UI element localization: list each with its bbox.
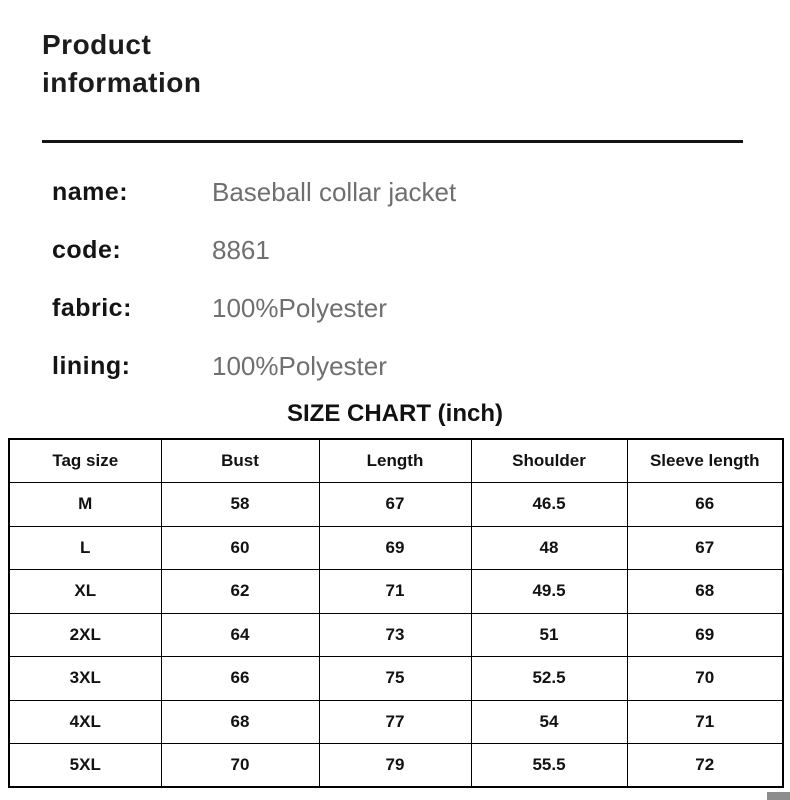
table-row: 5XL 70 79 55.5 72 bbox=[8, 743, 784, 788]
size-cell: 68 bbox=[626, 569, 784, 614]
size-cell: L bbox=[8, 525, 162, 570]
size-cell: 51 bbox=[470, 612, 628, 657]
size-cell: 67 bbox=[318, 482, 472, 527]
size-cell: 70 bbox=[160, 743, 320, 788]
size-cell: 55.5 bbox=[470, 743, 628, 788]
size-cell: 69 bbox=[318, 525, 472, 570]
size-cell: 66 bbox=[626, 482, 784, 527]
size-cell: 79 bbox=[318, 743, 472, 788]
product-lining-label: lining: bbox=[52, 351, 131, 380]
title-divider bbox=[42, 140, 743, 143]
size-cell: 67 bbox=[626, 525, 784, 570]
size-cell: 54 bbox=[470, 699, 628, 744]
size-cell: 64 bbox=[160, 612, 320, 657]
product-lining-value: 100%Polyester bbox=[212, 350, 387, 381]
product-info-list: name: Baseball collar jacket code: 8861 … bbox=[0, 163, 790, 395]
product-fabric-row: fabric: 100%Polyester bbox=[0, 279, 790, 337]
table-row: L 60 69 48 67 bbox=[8, 525, 784, 570]
product-fabric-label: fabric: bbox=[52, 293, 132, 322]
size-cell: 75 bbox=[318, 656, 472, 701]
size-cell: 3XL bbox=[8, 656, 162, 701]
size-cell: 77 bbox=[318, 699, 472, 744]
table-row: 2XL 64 73 51 69 bbox=[8, 612, 784, 657]
column-header-tag-size: Tag size bbox=[8, 438, 162, 483]
size-cell: 69 bbox=[626, 612, 784, 657]
product-name-label: name: bbox=[52, 177, 129, 206]
product-lining-row: lining: 100%Polyester bbox=[0, 337, 790, 395]
size-cell: 58 bbox=[160, 482, 320, 527]
size-cell: M bbox=[8, 482, 162, 527]
table-row: 3XL 66 75 52.5 70 bbox=[8, 656, 784, 701]
product-code-value: 8861 bbox=[212, 234, 270, 265]
corner-gray-block bbox=[767, 792, 790, 800]
size-chart-title: SIZE CHART (inch) bbox=[287, 400, 503, 427]
size-cell: 4XL bbox=[8, 699, 162, 744]
column-header-shoulder: Shoulder bbox=[470, 438, 628, 483]
size-cell: 68 bbox=[160, 699, 320, 744]
size-cell: 71 bbox=[318, 569, 472, 614]
size-cell: 62 bbox=[160, 569, 320, 614]
product-code-row: code: 8861 bbox=[0, 221, 790, 279]
page-title: Product information bbox=[42, 29, 202, 98]
size-cell: 73 bbox=[318, 612, 472, 657]
size-cell: 71 bbox=[626, 699, 784, 744]
column-header-bust: Bust bbox=[160, 438, 320, 483]
size-cell: 46.5 bbox=[470, 482, 628, 527]
product-code-label: code: bbox=[52, 235, 122, 264]
size-cell: 48 bbox=[470, 525, 628, 570]
size-cell: 2XL bbox=[8, 612, 162, 657]
product-name-row: name: Baseball collar jacket bbox=[0, 163, 790, 221]
size-cell: 5XL bbox=[8, 743, 162, 788]
table-row: 4XL 68 77 54 71 bbox=[8, 699, 784, 744]
size-cell: 49.5 bbox=[470, 569, 628, 614]
product-name-value: Baseball collar jacket bbox=[212, 176, 457, 207]
table-header-row: Tag size Bust Length Shoulder Sleeve len… bbox=[8, 438, 784, 483]
table-row: XL 62 71 49.5 68 bbox=[8, 569, 784, 614]
product-fabric-value: 100%Polyester bbox=[212, 292, 387, 323]
column-header-length: Length bbox=[318, 438, 472, 483]
table-row: M 58 67 46.5 66 bbox=[8, 482, 784, 527]
column-header-sleeve-length: Sleeve length bbox=[626, 438, 784, 483]
size-cell: 60 bbox=[160, 525, 320, 570]
size-cell: 66 bbox=[160, 656, 320, 701]
size-cell: 72 bbox=[626, 743, 784, 788]
size-cell: XL bbox=[8, 569, 162, 614]
size-chart-table: Tag size Bust Length Shoulder Sleeve len… bbox=[8, 438, 784, 788]
size-cell: 52.5 bbox=[470, 656, 628, 701]
size-cell: 70 bbox=[626, 656, 784, 701]
